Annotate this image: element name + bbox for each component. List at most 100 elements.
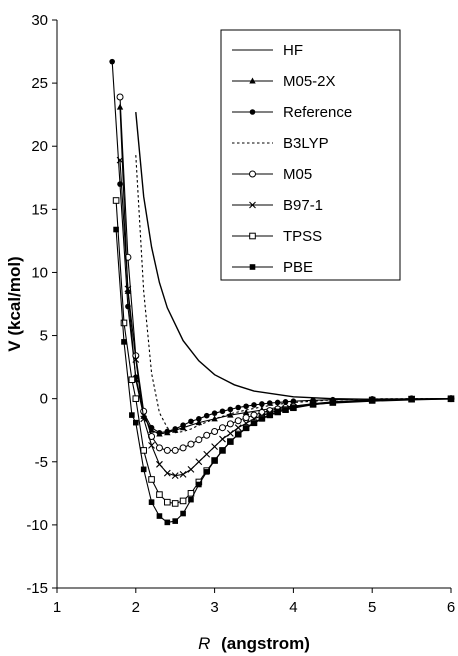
data-point — [180, 422, 186, 428]
legend-marker — [250, 264, 256, 270]
data-point — [228, 407, 234, 413]
data-point — [291, 405, 297, 411]
data-point — [141, 408, 147, 414]
x-axis-label: (angstrom) — [221, 634, 310, 653]
data-point — [172, 426, 178, 432]
data-point — [172, 447, 178, 453]
legend-label: HF — [283, 42, 303, 59]
y-tick-label: 30 — [31, 12, 48, 29]
data-point — [141, 467, 147, 473]
data-point — [172, 501, 178, 507]
data-point — [259, 416, 265, 422]
y-tick-label: 15 — [31, 201, 48, 218]
data-point — [251, 420, 257, 426]
data-point — [369, 398, 375, 404]
y-tick-label: -10 — [26, 517, 48, 534]
data-point — [157, 430, 163, 436]
data-point — [156, 445, 162, 451]
data-point — [180, 511, 186, 517]
data-point — [157, 513, 163, 519]
data-point — [212, 410, 218, 416]
x-tick-label: 1 — [53, 599, 61, 616]
data-point — [113, 198, 119, 204]
data-point — [220, 448, 226, 454]
data-point — [259, 401, 265, 407]
x-axis-symbol: R — [198, 634, 210, 653]
data-point — [129, 377, 135, 383]
data-point — [267, 413, 273, 419]
data-point — [165, 499, 171, 505]
data-point — [235, 418, 241, 424]
data-point — [235, 405, 241, 411]
y-tick-label: 20 — [31, 138, 48, 155]
data-point — [164, 470, 170, 476]
data-point — [243, 415, 249, 421]
data-point — [251, 402, 257, 408]
x-tick-label: 5 — [368, 599, 376, 616]
data-point — [196, 437, 202, 443]
data-point — [409, 396, 415, 402]
y-tick-label: -15 — [26, 580, 48, 597]
y-tick-label: -5 — [35, 454, 48, 471]
data-point — [156, 461, 162, 467]
data-point — [113, 227, 119, 233]
data-point — [283, 407, 289, 413]
legend-label: TPSS — [283, 228, 322, 245]
data-point — [172, 518, 178, 524]
data-point — [204, 469, 210, 475]
data-point — [448, 396, 454, 402]
data-point — [219, 425, 225, 431]
data-point — [204, 451, 210, 457]
x-tick-label: 6 — [447, 599, 455, 616]
data-point — [227, 430, 233, 436]
data-point — [196, 459, 202, 465]
x-tick-label: 3 — [210, 599, 218, 616]
y-tick-label: 0 — [40, 391, 48, 408]
data-point — [204, 432, 210, 438]
y-tick-label: 5 — [40, 328, 48, 345]
data-point — [235, 432, 241, 438]
data-point — [330, 400, 336, 406]
legend-label: Reference — [283, 104, 352, 121]
data-point — [235, 425, 241, 431]
x-tick-label: 2 — [132, 599, 140, 616]
x-tick-label: 4 — [289, 599, 297, 616]
data-point — [219, 436, 225, 442]
data-point — [180, 445, 186, 451]
data-point — [212, 458, 218, 464]
data-point — [180, 498, 186, 504]
data-point — [165, 429, 171, 435]
data-point — [121, 339, 127, 345]
data-point — [283, 399, 289, 405]
legend-marker — [250, 233, 256, 239]
y-tick-label: 10 — [31, 264, 48, 281]
data-point — [157, 492, 163, 498]
data-point — [149, 477, 155, 483]
y-tick-label: 25 — [31, 75, 48, 92]
data-point — [188, 466, 194, 472]
data-point — [228, 439, 234, 445]
data-point — [204, 413, 210, 419]
data-point — [227, 421, 233, 427]
data-point — [188, 497, 194, 503]
data-point — [243, 426, 249, 432]
data-point — [129, 412, 135, 418]
data-point — [133, 396, 139, 402]
legend-label: M05 — [283, 166, 312, 183]
data-point — [212, 428, 218, 434]
legend-label: M05-2X — [283, 73, 336, 90]
data-point — [117, 94, 123, 100]
data-point — [149, 499, 155, 505]
x-axis-title: R (angstrom) — [198, 634, 310, 653]
data-point — [141, 448, 147, 454]
data-point — [196, 416, 202, 422]
data-point — [310, 402, 316, 408]
data-point — [133, 420, 139, 426]
data-point — [164, 447, 170, 453]
data-point — [243, 403, 249, 409]
data-point — [220, 408, 226, 414]
legend-label: B3LYP — [283, 135, 329, 152]
legend: HFM05-2XReferenceB3LYPM05B97-1TPSSPBE — [221, 30, 400, 280]
data-point — [188, 441, 194, 447]
data-point — [165, 520, 171, 526]
